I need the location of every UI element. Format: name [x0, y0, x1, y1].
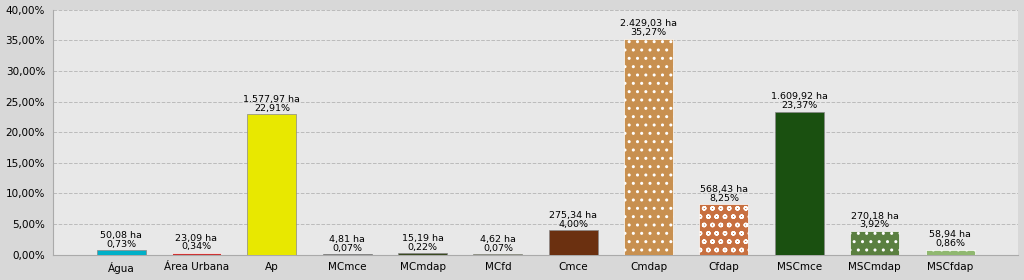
Text: 2.429,03 ha: 2.429,03 ha — [621, 19, 677, 29]
Bar — [323, 254, 372, 255]
Text: 3,92%: 3,92% — [859, 220, 890, 229]
Text: 50,08 ha: 50,08 ha — [100, 231, 142, 240]
Text: 270,18 ha: 270,18 ha — [851, 212, 899, 221]
Bar — [549, 230, 598, 255]
Bar — [624, 39, 673, 255]
Text: 58,94 ha: 58,94 ha — [929, 230, 971, 239]
Bar — [398, 253, 447, 255]
Text: 0,07%: 0,07% — [483, 244, 513, 253]
Text: 568,43 ha: 568,43 ha — [700, 185, 748, 194]
Text: 4,00%: 4,00% — [558, 220, 588, 229]
Bar — [775, 111, 824, 255]
Bar — [172, 253, 221, 255]
Bar — [850, 231, 899, 255]
Text: 1.609,92 ha: 1.609,92 ha — [771, 92, 827, 101]
Text: 1.577,97 ha: 1.577,97 ha — [244, 95, 300, 104]
Text: 35,27%: 35,27% — [631, 28, 667, 37]
Text: 275,34 ha: 275,34 ha — [549, 211, 597, 220]
Text: 0,22%: 0,22% — [408, 243, 437, 252]
Text: 23,37%: 23,37% — [781, 101, 817, 110]
Text: 0,86%: 0,86% — [935, 239, 965, 248]
Text: 0,73%: 0,73% — [106, 240, 136, 249]
Text: 8,25%: 8,25% — [709, 194, 739, 203]
Text: 4,81 ha: 4,81 ha — [330, 235, 366, 244]
Bar — [473, 254, 522, 255]
Text: 23,09 ha: 23,09 ha — [175, 234, 217, 242]
Text: 4,62 ha: 4,62 ha — [480, 235, 516, 244]
Bar — [248, 114, 296, 255]
Text: 0,07%: 0,07% — [332, 244, 362, 253]
Text: 0,34%: 0,34% — [181, 242, 212, 251]
Bar — [699, 204, 749, 255]
Bar — [926, 249, 975, 255]
Text: 22,91%: 22,91% — [254, 104, 290, 113]
Text: 15,19 ha: 15,19 ha — [401, 234, 443, 243]
Bar — [96, 250, 145, 255]
